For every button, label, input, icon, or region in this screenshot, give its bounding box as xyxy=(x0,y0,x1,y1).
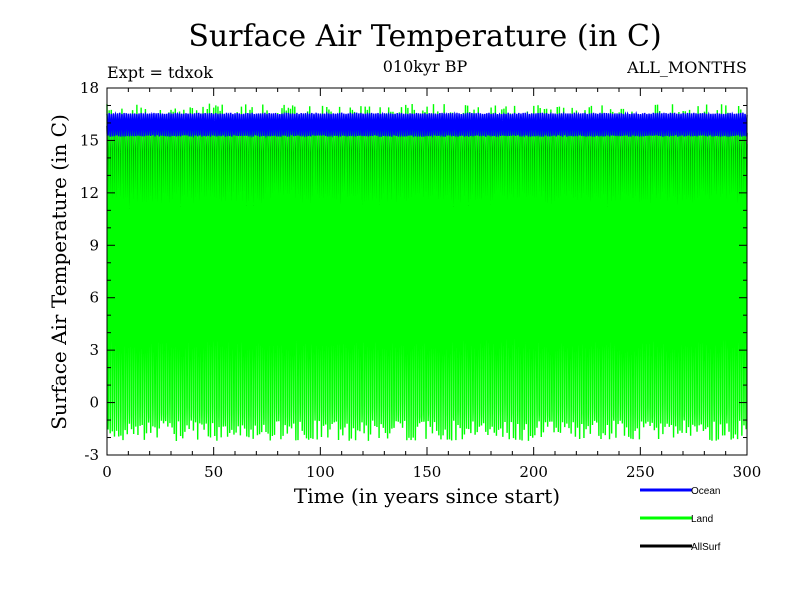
y-axis-label: Surface Air Temperature (in C) xyxy=(47,114,71,430)
y-tick-label: 0 xyxy=(89,394,99,412)
series-line-ocean xyxy=(106,110,748,139)
chart-subtitle: 010kyr BP xyxy=(383,57,468,76)
legend-label-allsurf: AllSurf xyxy=(691,542,721,553)
y-tick-label: 15 xyxy=(80,131,99,149)
y-tick-label: 6 xyxy=(89,289,99,307)
x-tick-label: 250 xyxy=(626,463,655,481)
legend-label-ocean: Ocean xyxy=(691,486,720,497)
x-tick-label: 0 xyxy=(102,463,112,481)
plot-area xyxy=(106,103,748,442)
series-line-land xyxy=(106,103,748,442)
y-tick-label: 12 xyxy=(80,184,99,202)
y-tick-label: 3 xyxy=(89,341,99,359)
x-tick-label: 200 xyxy=(519,463,548,481)
legend: Ocean Land AllSurf xyxy=(640,486,721,553)
months-label: ALL_MONTHS xyxy=(626,58,747,77)
chart-title: Surface Air Temperature (in C) xyxy=(188,19,661,54)
legend-label-land: Land xyxy=(691,514,713,525)
y-tick-label: 9 xyxy=(89,236,99,254)
x-tick-label: 50 xyxy=(204,463,223,481)
x-tick-label: 150 xyxy=(413,463,442,481)
x-axis-label: Time (in years since start) xyxy=(294,484,560,508)
y-tick-label: -3 xyxy=(84,446,99,464)
x-tick-label: 300 xyxy=(733,463,762,481)
x-tick-label: 100 xyxy=(306,463,335,481)
experiment-label: Expt = tdxok xyxy=(107,63,213,82)
y-tick-label: 18 xyxy=(80,79,99,97)
